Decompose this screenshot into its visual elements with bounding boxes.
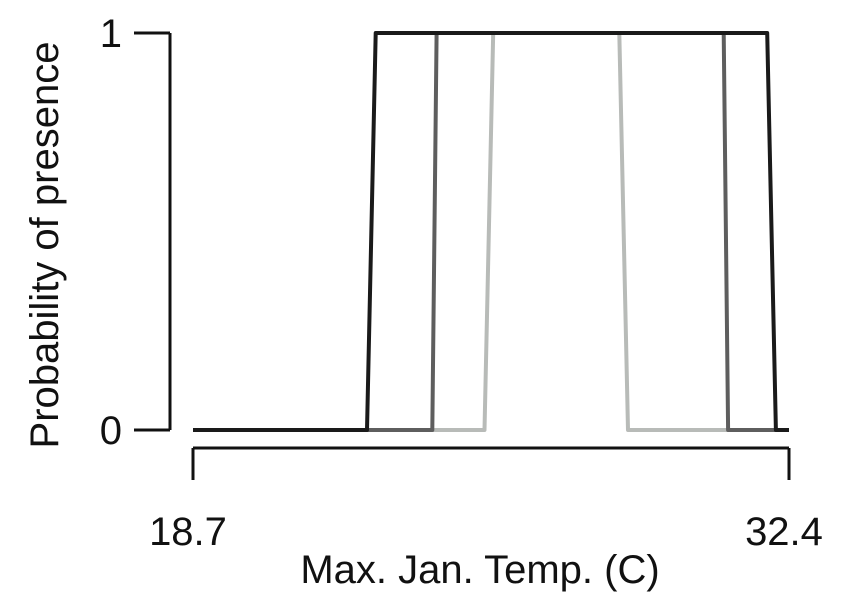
x-axis-label: Max. Jan. Temp. (C) [300, 548, 659, 592]
series-line-3 [193, 31, 789, 432]
y-axis-label: Probability of presence [23, 42, 67, 449]
series-line-1 [193, 31, 789, 432]
series-layer [193, 31, 789, 432]
y-tick-label-0: 0 [100, 409, 122, 453]
x-tick-label-start: 18.7 [149, 510, 227, 554]
y-tick-label-1: 1 [100, 12, 122, 56]
x-tick-label-end: 32.4 [745, 510, 823, 554]
